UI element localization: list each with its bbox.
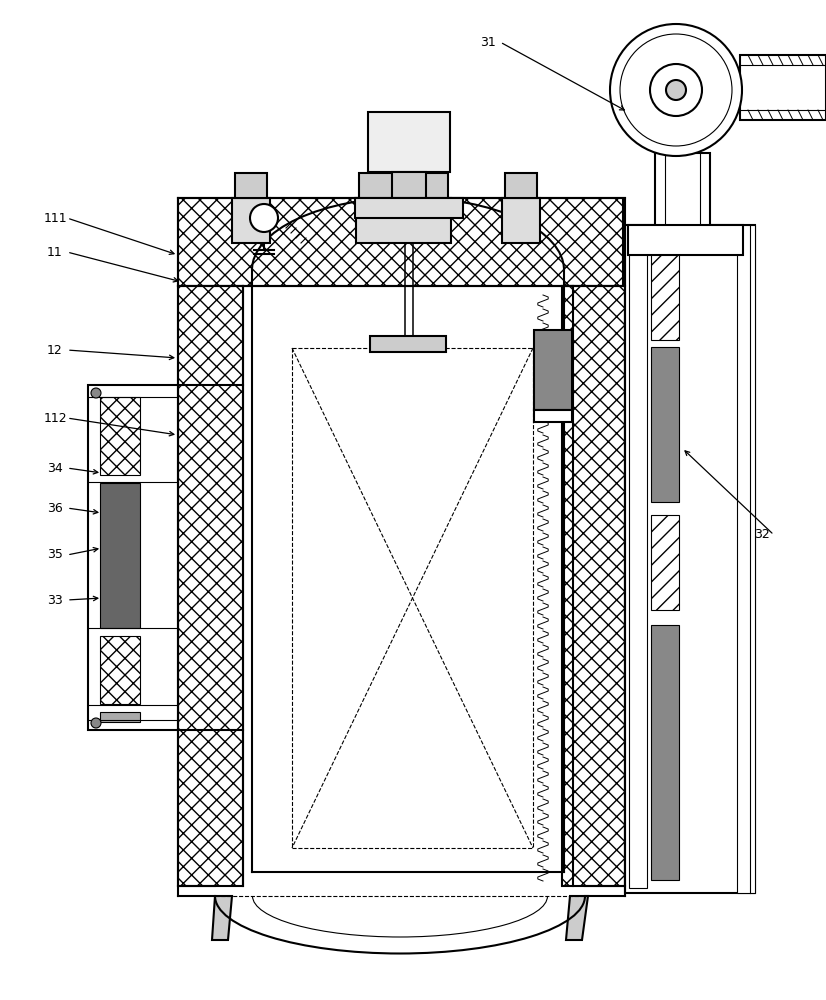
Bar — [100, 712, 140, 722]
Text: 34: 34 — [47, 462, 63, 475]
Bar — [355, 198, 463, 218]
Bar — [628, 225, 743, 255]
Text: 33: 33 — [47, 593, 63, 606]
Bar — [100, 397, 140, 475]
Circle shape — [620, 34, 732, 146]
Bar — [100, 483, 140, 628]
Bar — [370, 336, 446, 352]
Polygon shape — [566, 896, 588, 940]
Text: 36: 36 — [47, 502, 63, 514]
Text: 35: 35 — [47, 548, 63, 562]
Bar — [359, 173, 448, 198]
Bar — [651, 515, 679, 610]
Bar — [534, 330, 572, 410]
Bar — [368, 112, 450, 172]
Bar — [651, 625, 679, 880]
Text: 111: 111 — [43, 212, 67, 225]
Bar — [625, 225, 755, 893]
Bar — [100, 636, 140, 704]
Bar — [740, 55, 826, 120]
Bar — [737, 225, 755, 893]
Text: 12: 12 — [47, 344, 63, 357]
Text: 31: 31 — [480, 35, 496, 48]
Bar — [502, 198, 540, 243]
Bar — [534, 410, 572, 422]
Bar — [651, 347, 679, 502]
Bar — [629, 230, 647, 888]
Circle shape — [610, 24, 742, 156]
Circle shape — [250, 204, 278, 232]
Bar — [505, 173, 537, 198]
Polygon shape — [212, 896, 232, 940]
Bar — [651, 245, 679, 340]
Bar — [232, 198, 270, 243]
Text: 32: 32 — [754, 528, 770, 542]
Bar — [392, 172, 426, 198]
Circle shape — [91, 718, 101, 728]
Circle shape — [666, 80, 686, 100]
Text: 11: 11 — [47, 245, 63, 258]
Bar — [356, 198, 451, 243]
Bar — [178, 198, 623, 286]
Bar — [655, 153, 710, 228]
Bar — [178, 286, 243, 886]
Circle shape — [650, 64, 702, 116]
Bar — [562, 286, 625, 886]
Bar — [235, 173, 267, 198]
Bar — [88, 385, 178, 730]
Text: 112: 112 — [43, 412, 67, 424]
Circle shape — [91, 388, 101, 398]
